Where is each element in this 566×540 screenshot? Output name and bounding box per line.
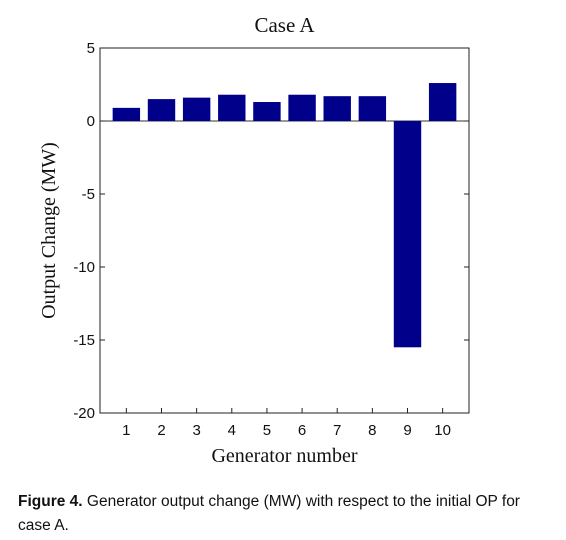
figure-label: Figure 4. xyxy=(18,493,83,510)
plot-area: 5 0 -5 -10 -15 -20 1 2 3 4 5 6 7 8 9 10 xyxy=(73,40,470,439)
bar xyxy=(253,102,281,121)
y-tick-label: -20 xyxy=(73,405,95,422)
bar xyxy=(218,94,246,121)
y-tick-label: -5 xyxy=(82,186,95,203)
x-tick-label: 4 xyxy=(228,422,236,439)
bar xyxy=(428,83,457,121)
y-tick-label: 0 xyxy=(87,113,95,130)
x-tick-label: 10 xyxy=(434,422,451,439)
x-tick-label: 9 xyxy=(403,422,411,439)
y-tick-label: -10 xyxy=(73,259,95,276)
x-tick-label: 7 xyxy=(333,422,341,439)
bar xyxy=(358,96,387,121)
bar xyxy=(323,96,351,121)
chart-title: Case A xyxy=(254,13,315,37)
x-tick-label: 5 xyxy=(263,422,271,439)
x-tick-label: 3 xyxy=(192,422,200,439)
plot-frame xyxy=(99,47,470,414)
y-axis-label: Output Change (MW) xyxy=(38,142,60,319)
bar xyxy=(112,107,141,121)
y-tick-label: 5 xyxy=(87,40,95,57)
bar-chart: Case A Generator number Output Change (M… xyxy=(38,13,470,467)
x-axis-label: Generator number xyxy=(211,445,357,467)
figure-caption: Figure 4. Generator output change (MW) w… xyxy=(18,490,553,538)
caption-text: Generator output change (MW) with respec… xyxy=(18,493,520,534)
bar xyxy=(288,94,316,121)
bar xyxy=(393,121,422,348)
bar xyxy=(147,99,176,121)
x-tick-label: 1 xyxy=(122,422,130,439)
x-tick-label: 8 xyxy=(368,422,376,439)
x-tick-label: 2 xyxy=(157,422,165,439)
y-tick-label: -15 xyxy=(73,332,95,349)
x-tick-label: 6 xyxy=(298,422,306,439)
bar xyxy=(182,97,211,121)
